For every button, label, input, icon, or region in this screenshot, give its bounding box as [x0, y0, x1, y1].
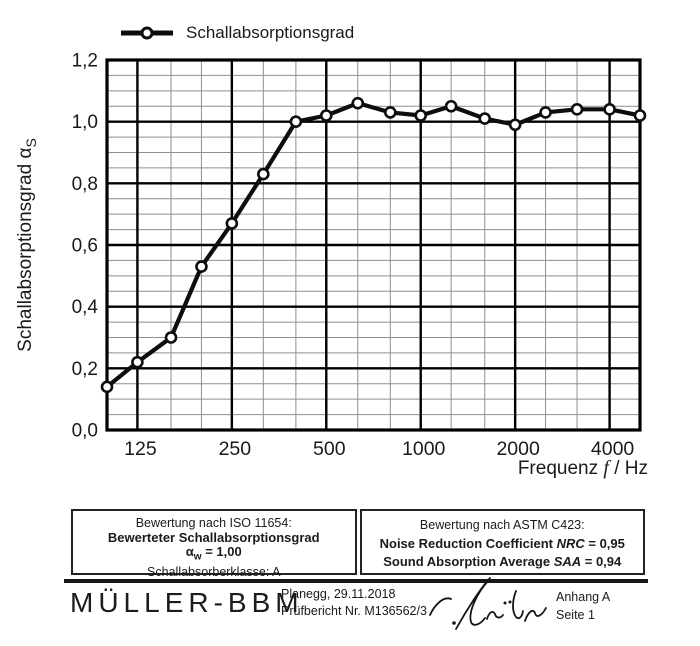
- y-tick-label: 0,2: [72, 359, 98, 380]
- mueller-bbm-logo: MÜLLER-BBM: [70, 587, 304, 618]
- astm-nrc-value: Noise Reduction Coefficient NRC = 0,95: [362, 535, 644, 554]
- data-point: [570, 103, 584, 116]
- x-tick-label: 4000: [591, 438, 635, 460]
- x-axis-title: Frequenz f / Hz: [350, 457, 648, 480]
- footer-annex-block: Anhang A Seite 1: [556, 588, 610, 624]
- data-point: [164, 331, 178, 344]
- report-number-label: Prüfbericht Nr. M136562/3: [281, 604, 427, 618]
- y-tick-label: 0,0: [72, 421, 98, 442]
- astm-title: Bewertung nach ASTM C423:: [419, 518, 585, 532]
- data-point: [539, 106, 552, 119]
- chart-legend: Schallabsorptionsgrad: [119, 23, 354, 43]
- data-point: [351, 96, 365, 110]
- y-tick-label: 0,6: [72, 236, 98, 257]
- x-tick-label: 1000: [402, 438, 446, 460]
- data-point: [257, 167, 270, 181]
- data-point: [444, 99, 458, 113]
- rating-boxes: Bewertung nach ISO 11654: Bewerteter Sch…: [71, 509, 645, 579]
- data-point: [478, 112, 492, 125]
- y-tick-label: 1,2: [72, 51, 98, 72]
- saa-label: Sound Absorption Average: [383, 554, 554, 569]
- iso-rating-box: Bewertung nach ISO 11654: Bewerteter Sch…: [71, 509, 357, 579]
- x-tick-label: 500: [313, 438, 346, 460]
- nrc-number: = 0,95: [584, 535, 625, 551]
- data-point: [414, 109, 428, 122]
- place-date-label: Planegg, 29.11.2018: [281, 587, 396, 601]
- footer-place-date-block: Planegg, 29.11.2018 Prüfbericht Nr. M136…: [281, 586, 427, 620]
- data-point: [289, 115, 303, 128]
- data-point: [225, 217, 239, 230]
- data-point: [195, 260, 208, 273]
- saa-number: = 0,94: [581, 554, 622, 569]
- x-tick-label: 2000: [496, 438, 540, 460]
- data-point: [131, 355, 144, 369]
- astm-rating-box: Bewertung nach ASTM C423: Noise Reductio…: [359, 509, 645, 575]
- nrc-label: Noise Reduction Coefficient: [379, 535, 557, 551]
- iso-absorber-class: Schallabsorberklasse: A: [147, 565, 281, 580]
- signature: [429, 577, 547, 630]
- y-tick-label: 0,4: [72, 297, 99, 318]
- data-point: [384, 106, 397, 119]
- y-axis-title: Schallabsorptionsgrad αS: [15, 138, 39, 352]
- x-tick-label: 250: [219, 438, 252, 460]
- iso-alpha-w-value: αw = 1,00: [73, 544, 355, 565]
- x-axis-title-symbol: f: [603, 457, 609, 479]
- absorption-chart: 0,0 0,2 0,4 0,6 0,8 1,0 1,2 125 250 500 1000 2000 40…: [72, 51, 647, 460]
- nrc-symbol: NRC: [556, 535, 585, 551]
- data-point: [508, 118, 522, 132]
- data-point: [633, 109, 647, 122]
- x-tick-label: 125: [124, 438, 157, 460]
- iso-rated-absorption-label: Bewerteter Schallabsorptionsgrad: [107, 529, 320, 545]
- alpha-value: = 1,00: [201, 544, 242, 559]
- plot-border: [105, 58, 642, 432]
- iso-title: Bewertung nach ISO 11654:: [135, 516, 292, 530]
- data-point: [319, 109, 333, 122]
- data-point: [603, 103, 616, 116]
- alpha-symbol: α: [185, 544, 194, 559]
- legend-line-marker: [121, 26, 173, 40]
- data-point: [100, 380, 114, 394]
- astm-saa-value: Sound Absorption Average SAA = 0,94: [362, 553, 644, 572]
- saa-symbol: SAA: [553, 554, 582, 569]
- annex-label: Anhang A: [556, 590, 611, 604]
- page-label: Seite 1: [556, 608, 595, 622]
- x-axis-title-unit: / Hz: [608, 458, 648, 479]
- footer-divider: [64, 579, 648, 583]
- x-axis-title-text: Frequenz: [517, 458, 604, 479]
- y-axis-title-text: Schallabsorptionsgrad α: [15, 147, 37, 352]
- y-tick-label: 0,8: [72, 174, 98, 195]
- y-axis-title-subscript: S: [22, 138, 39, 148]
- alpha-subscript: w: [193, 551, 202, 563]
- y-tick-label: 1,0: [72, 112, 98, 133]
- legend-label: Schallabsorptionsgrad: [186, 23, 355, 42]
